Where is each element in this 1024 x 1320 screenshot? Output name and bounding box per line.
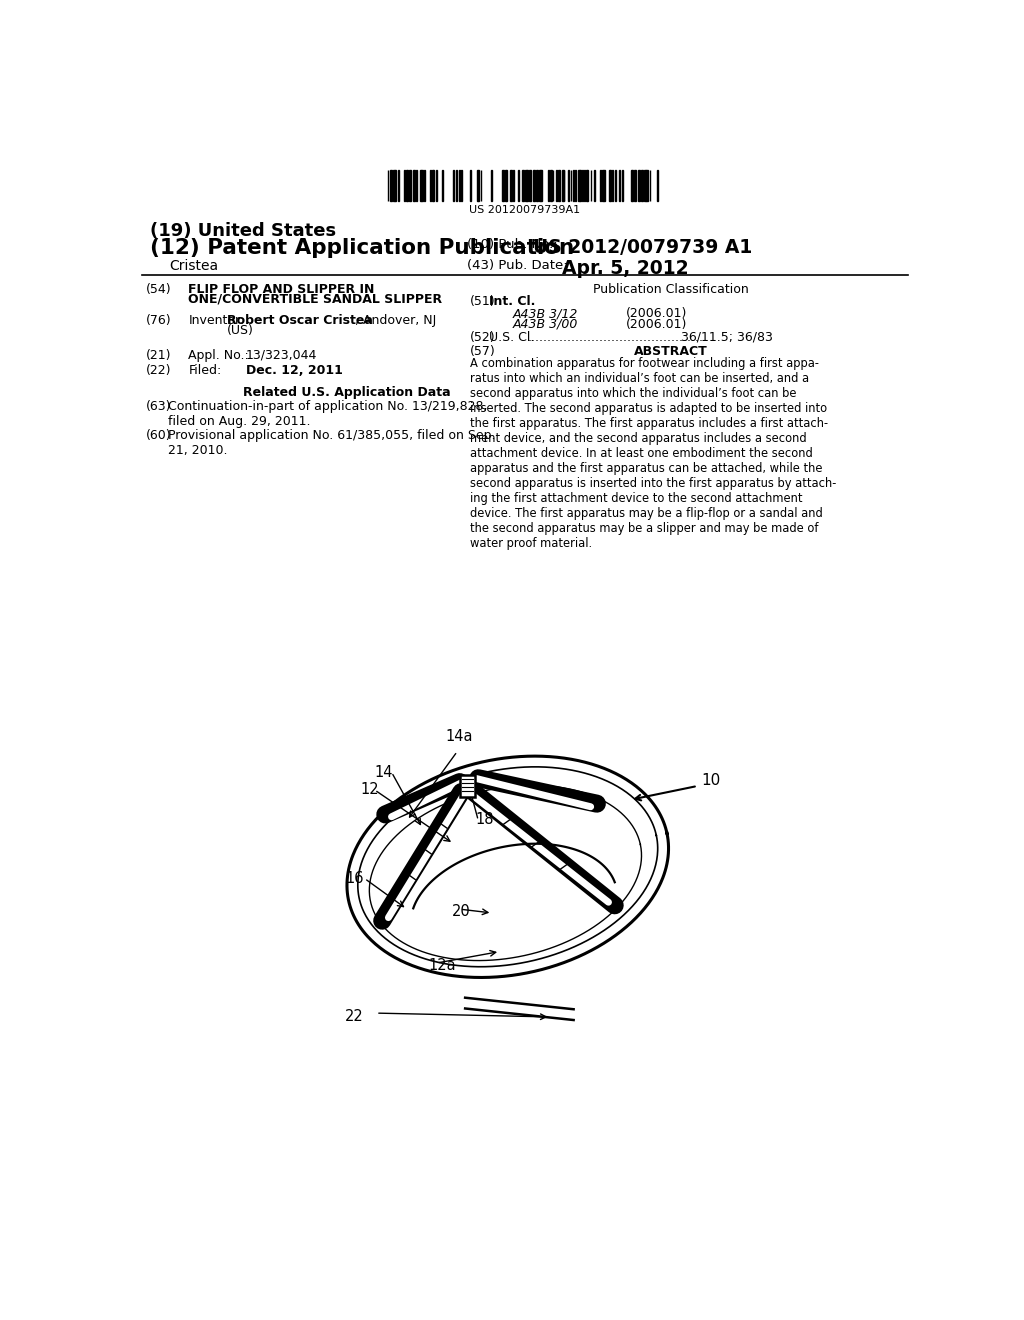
Bar bbox=[638, 170, 640, 201]
Text: 12a: 12a bbox=[429, 958, 457, 973]
Bar bbox=[534, 170, 535, 201]
Text: (51): (51) bbox=[470, 296, 496, 309]
Text: 13/323,044: 13/323,044 bbox=[246, 348, 317, 362]
Bar bbox=[579, 170, 580, 201]
Bar bbox=[442, 170, 443, 201]
Bar bbox=[397, 170, 399, 201]
Text: (12) Patent Application Publication: (12) Patent Application Publication bbox=[150, 239, 573, 259]
Text: Inventor:: Inventor: bbox=[188, 314, 245, 327]
Bar bbox=[421, 170, 423, 201]
Text: US 2012/0079739 A1: US 2012/0079739 A1 bbox=[532, 239, 752, 257]
Bar bbox=[460, 775, 475, 797]
Text: Provisional application No. 61/385,055, filed on Sep.
21, 2010.: Provisional application No. 61/385,055, … bbox=[168, 429, 496, 458]
Text: 22: 22 bbox=[345, 1010, 364, 1024]
Text: (19) United States: (19) United States bbox=[150, 222, 336, 239]
Bar bbox=[646, 170, 648, 201]
Text: Filed:: Filed: bbox=[188, 364, 222, 378]
Text: 14: 14 bbox=[375, 764, 393, 780]
Text: (60): (60) bbox=[145, 429, 171, 442]
Bar bbox=[614, 170, 616, 201]
Bar bbox=[536, 170, 538, 201]
Text: (10) Pub. No.:: (10) Pub. No.: bbox=[467, 239, 558, 252]
Text: 12: 12 bbox=[360, 783, 379, 797]
Text: (US): (US) bbox=[227, 323, 254, 337]
Text: (63): (63) bbox=[145, 400, 171, 413]
Text: 20: 20 bbox=[452, 904, 471, 919]
Bar bbox=[521, 170, 524, 201]
Text: A43B 3/00: A43B 3/00 bbox=[512, 318, 578, 331]
Text: 18: 18 bbox=[475, 812, 494, 826]
Text: Int. Cl.: Int. Cl. bbox=[489, 296, 536, 309]
Text: A43B 3/12: A43B 3/12 bbox=[512, 308, 578, 319]
Text: ............................................: ........................................… bbox=[528, 331, 703, 345]
Text: ONE/CONVERTIBLE SANDAL SLIPPER: ONE/CONVERTIBLE SANDAL SLIPPER bbox=[188, 293, 442, 305]
Text: A combination apparatus for footwear including a first appa-
ratus into which an: A combination apparatus for footwear inc… bbox=[470, 358, 837, 550]
Bar bbox=[505, 170, 506, 201]
Bar bbox=[634, 170, 636, 201]
Text: (43) Pub. Date:: (43) Pub. Date: bbox=[467, 259, 568, 272]
Text: 14a: 14a bbox=[445, 729, 473, 743]
Bar bbox=[393, 170, 394, 201]
Text: Related U.S. Application Data: Related U.S. Application Data bbox=[243, 387, 451, 400]
Text: (57): (57) bbox=[470, 345, 496, 358]
Text: U.S. Cl.: U.S. Cl. bbox=[489, 331, 535, 345]
Text: (54): (54) bbox=[145, 284, 171, 296]
Bar bbox=[524, 170, 527, 201]
Text: Apr. 5, 2012: Apr. 5, 2012 bbox=[562, 259, 688, 277]
Text: Robert Oscar Cristea: Robert Oscar Cristea bbox=[227, 314, 373, 327]
Bar bbox=[453, 170, 455, 201]
Bar bbox=[470, 170, 471, 201]
Text: 36/11.5; 36/83: 36/11.5; 36/83 bbox=[681, 331, 772, 345]
Text: US 20120079739A1: US 20120079739A1 bbox=[469, 206, 581, 215]
Bar bbox=[409, 170, 411, 201]
Text: (21): (21) bbox=[145, 348, 171, 362]
Bar bbox=[572, 170, 574, 201]
Text: Continuation-in-part of application No. 13/219,828,
filed on Aug. 29, 2011.: Continuation-in-part of application No. … bbox=[168, 400, 487, 428]
Bar bbox=[562, 170, 563, 201]
Bar bbox=[641, 170, 643, 201]
Text: (2006.01): (2006.01) bbox=[627, 318, 688, 331]
Text: (52): (52) bbox=[470, 331, 496, 345]
Bar bbox=[503, 170, 504, 201]
Bar bbox=[510, 170, 512, 201]
Text: (76): (76) bbox=[145, 314, 171, 327]
Bar bbox=[550, 170, 552, 201]
Bar bbox=[390, 170, 391, 201]
Text: ABSTRACT: ABSTRACT bbox=[634, 345, 708, 358]
Bar bbox=[558, 170, 560, 201]
Text: Appl. No.:: Appl. No.: bbox=[188, 348, 249, 362]
Text: 10: 10 bbox=[701, 774, 721, 788]
Text: (2006.01): (2006.01) bbox=[627, 308, 688, 319]
Bar bbox=[529, 170, 531, 201]
Text: FLIP FLOP AND SLIPPER IN: FLIP FLOP AND SLIPPER IN bbox=[188, 284, 375, 296]
Bar bbox=[602, 170, 604, 201]
Bar bbox=[644, 170, 646, 201]
Text: Publication Classification: Publication Classification bbox=[593, 284, 749, 296]
Bar bbox=[414, 170, 415, 201]
Text: Cristea: Cristea bbox=[169, 259, 218, 272]
Bar bbox=[456, 170, 458, 201]
Text: (22): (22) bbox=[145, 364, 171, 378]
Text: 16: 16 bbox=[345, 871, 364, 886]
Text: , Andover, NJ: , Andover, NJ bbox=[355, 314, 436, 327]
Bar bbox=[477, 170, 479, 201]
Text: Dec. 12, 2011: Dec. 12, 2011 bbox=[246, 364, 343, 378]
